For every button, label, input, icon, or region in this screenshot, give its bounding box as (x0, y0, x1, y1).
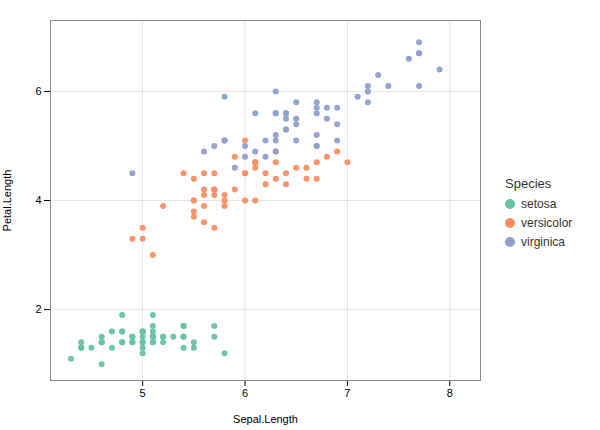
svg-text:Sepal.Length: Sepal.Length (233, 413, 298, 425)
svg-text:4: 4 (35, 194, 41, 206)
svg-text:2: 2 (35, 303, 41, 315)
html-text:setosa: setosa (521, 197, 557, 211)
html-text:Species: Species (505, 176, 552, 191)
svg-text:7: 7 (344, 387, 350, 399)
svg-text:5: 5 (140, 387, 146, 399)
html-text:versicolor: versicolor (521, 216, 573, 230)
svg-text:6: 6 (35, 85, 41, 97)
html-text:virginica: virginica (521, 235, 565, 249)
svg-text:8: 8 (447, 387, 453, 399)
svg-text:Petal.Length: Petal.Length (1, 170, 13, 232)
svg-text:6: 6 (242, 387, 248, 399)
